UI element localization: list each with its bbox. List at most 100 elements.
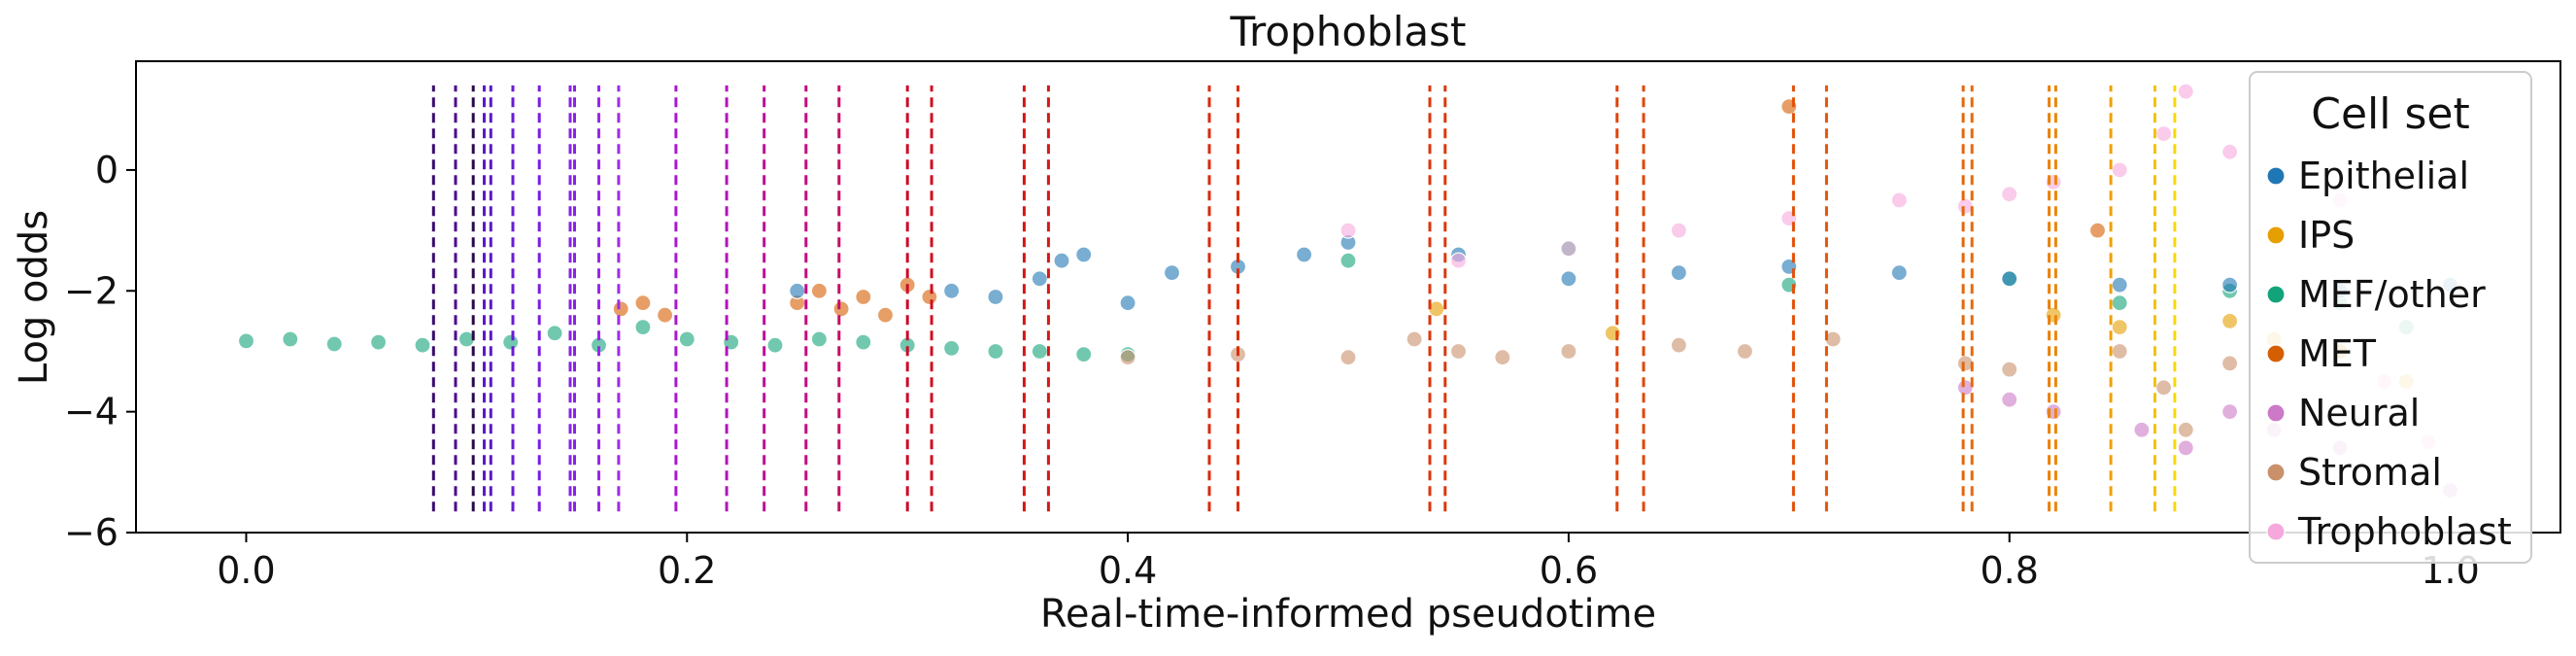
data-point (2221, 355, 2239, 372)
data-point (282, 330, 299, 348)
legend-marker (2266, 166, 2286, 186)
data-point (2221, 276, 2239, 293)
data-point (2221, 403, 2239, 421)
x-tick-label: 0.6 (1540, 549, 1598, 592)
data-point (370, 333, 388, 351)
data-point (1163, 264, 1181, 282)
legend-marker (2266, 463, 2286, 482)
data-point (414, 336, 431, 354)
data-point (1560, 270, 1577, 288)
data-point (876, 306, 895, 324)
data-point (1560, 240, 1577, 258)
series-mef-other (237, 240, 2415, 363)
data-point (855, 333, 872, 351)
legend-label: IPS (2298, 214, 2355, 257)
data-point (1406, 330, 1423, 348)
x-tick-label: 0.8 (1981, 549, 2039, 592)
data-point (1295, 246, 1313, 263)
data-point (237, 332, 255, 350)
data-point (2177, 421, 2194, 438)
x-axis: 0.0 0.2 0.4 0.6 0.8 1.0 (217, 533, 2480, 592)
data-point (921, 288, 938, 306)
data-point (1736, 342, 1754, 361)
data-point (2221, 312, 2239, 329)
data-point (2155, 379, 2173, 397)
series-met (612, 97, 2107, 324)
data-point (1031, 342, 1048, 361)
data-point (2088, 222, 2107, 239)
legend-marker (2266, 344, 2286, 363)
data-point (2133, 421, 2151, 438)
data-point (987, 288, 1004, 306)
data-point (1339, 349, 1357, 366)
data-point (2001, 391, 2018, 408)
data-point (2001, 186, 2018, 203)
data-point (1449, 342, 1468, 361)
data-point (612, 300, 629, 318)
data-point (2155, 125, 2173, 143)
legend: Cell set Epithelial IPS MEF/other MET Neural… (2249, 71, 2532, 564)
data-point (1670, 336, 1688, 354)
x-tick-label: 0.2 (658, 549, 716, 592)
data-point (656, 306, 674, 324)
data-point (987, 342, 1004, 361)
data-point (1670, 264, 1688, 282)
legend-items: Epithelial IPS MEF/other MET Neural Stromal Tr… (2266, 155, 2512, 553)
data-point (1075, 346, 1093, 363)
data-point (1890, 191, 1908, 209)
data-point (2177, 83, 2194, 100)
y-axis: 0 −2 −4 −6 (64, 149, 136, 554)
data-point (1031, 270, 1048, 288)
data-point (325, 335, 343, 353)
data-point (502, 333, 520, 351)
data-point (1956, 197, 1974, 215)
data-point (1449, 252, 1468, 269)
data-point (942, 282, 961, 299)
y-axis-label: Log odds (12, 210, 56, 385)
legend-title: Cell set (2311, 89, 2469, 139)
data-point (2177, 439, 2194, 457)
legend-box (2249, 71, 2532, 564)
y-tick-label: −4 (64, 391, 119, 433)
vertical-lines (431, 85, 2177, 512)
data-point (2111, 319, 2128, 336)
data-point (2111, 342, 2128, 361)
data-point (810, 330, 829, 348)
data-point (1075, 246, 1093, 263)
x-axis-label: Real-time-informed pseudotime (1040, 592, 1656, 637)
chart-title: Trophoblast (1230, 8, 1467, 55)
data-point (766, 336, 784, 354)
legend-marker (2266, 225, 2286, 245)
legend-label: MET (2298, 332, 2377, 375)
data-point (2221, 143, 2239, 160)
legend-marker (2266, 403, 2286, 423)
y-tick-label: −2 (64, 269, 119, 312)
x-tick-label: 0.4 (1099, 549, 1157, 592)
data-point (810, 282, 829, 299)
data-point (855, 288, 872, 306)
y-tick-label: −6 (64, 511, 119, 554)
data-point (2111, 294, 2128, 312)
data-point (1053, 252, 1070, 269)
series-epithelial (789, 233, 2459, 312)
plot-area (237, 83, 2459, 512)
legend-label: Stromal (2298, 451, 2442, 494)
legend-marker (2266, 285, 2286, 304)
data-point (546, 325, 563, 342)
data-point (789, 282, 806, 299)
legend-marker (2266, 522, 2286, 541)
data-point (1119, 294, 1136, 312)
data-point (1494, 349, 1511, 366)
legend-label: Neural (2298, 392, 2420, 434)
data-point (1956, 379, 1974, 397)
data-point (1560, 342, 1577, 361)
data-point (1339, 252, 1357, 269)
data-point (832, 300, 850, 318)
plot-frame (135, 60, 2561, 534)
legend-label: Epithelial (2298, 155, 2469, 197)
data-point (2001, 270, 2018, 288)
data-point (634, 294, 652, 312)
data-point (678, 330, 695, 348)
